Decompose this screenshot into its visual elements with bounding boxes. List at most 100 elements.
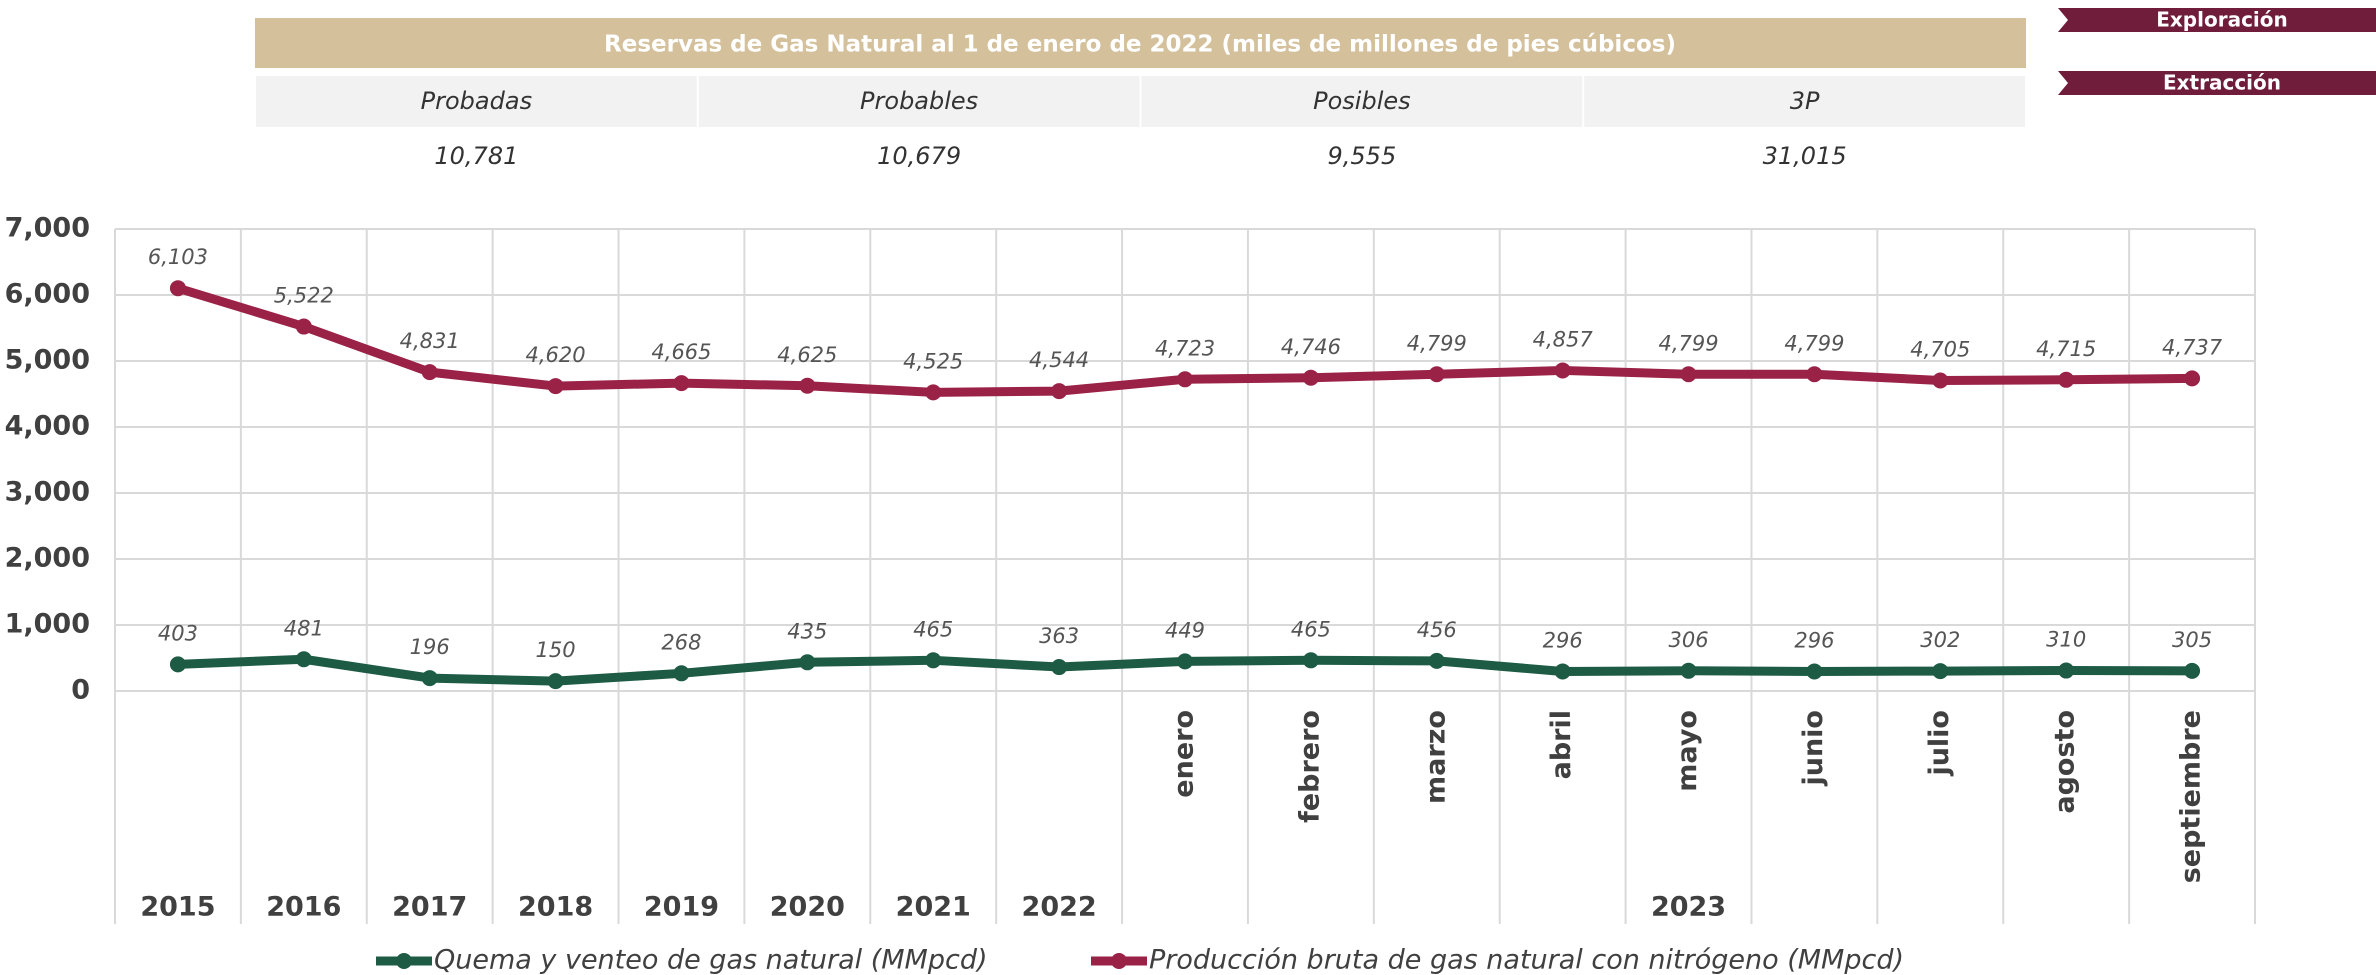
table-value: 10,781 xyxy=(434,142,518,170)
data-point xyxy=(296,651,312,667)
x-tick-label: febrero xyxy=(1294,710,1325,823)
data-label: 4,665 xyxy=(651,340,711,364)
page: {"table": {"title": "Reservas de Gas Nat… xyxy=(0,0,2376,975)
data-point xyxy=(2058,663,2074,679)
y-tick-label: 2,000 xyxy=(5,543,90,574)
data-label: 4,723 xyxy=(1155,336,1215,360)
data-point xyxy=(1429,653,1445,669)
y-tick-label: 0 xyxy=(71,675,90,706)
data-label: 4,799 xyxy=(1407,331,1467,355)
x-tick-label: 2017 xyxy=(392,892,467,923)
data-point xyxy=(925,384,941,400)
data-point xyxy=(1177,371,1193,387)
data-point xyxy=(673,665,689,681)
table-value: 31,015 xyxy=(1763,142,1847,170)
y-tick-label: 3,000 xyxy=(5,477,90,508)
data-label: 5,522 xyxy=(274,284,334,308)
y-tick-label: 6,000 xyxy=(5,279,90,310)
legend-marker xyxy=(1111,953,1127,969)
data-label: 196 xyxy=(410,635,450,659)
data-point xyxy=(1681,366,1697,382)
data-point xyxy=(673,375,689,391)
data-label: 4,799 xyxy=(1784,331,1844,355)
y-tick-label: 5,000 xyxy=(5,345,90,376)
header-label: Probables xyxy=(860,87,978,115)
data-label: 4,544 xyxy=(1029,348,1089,372)
data-label: 4,715 xyxy=(2036,337,2096,361)
legend-label: Quema y venteo de gas natural (MMpcd) xyxy=(434,945,988,975)
data-label: 4,799 xyxy=(1658,331,1718,355)
x-tick-label: marzo xyxy=(1420,710,1451,804)
data-label: 305 xyxy=(2172,628,2212,652)
data-point xyxy=(422,364,438,380)
y-tick-label: 4,000 xyxy=(5,411,90,442)
data-point xyxy=(1429,366,1445,382)
data-label: 4,857 xyxy=(1533,327,1594,351)
data-point xyxy=(1932,663,1948,679)
data-point xyxy=(799,378,815,394)
data-label: 310 xyxy=(2046,628,2086,652)
x-tick-label: junio xyxy=(1798,710,1829,787)
data-label: 4,705 xyxy=(1910,337,1970,361)
data-point xyxy=(1555,362,1571,378)
data-point xyxy=(1177,653,1193,669)
x-tick-label: mayo xyxy=(1672,710,1703,792)
x-tick-label: 2016 xyxy=(266,892,341,923)
nav-button-label[interactable]: Exploración xyxy=(2156,8,2288,32)
data-point xyxy=(1932,372,1948,388)
x-tick-label: agosto xyxy=(2050,710,2081,814)
table-title: Reservas de Gas Natural al 1 de enero de… xyxy=(604,32,1676,58)
data-point xyxy=(1303,652,1319,668)
y-tick-label: 1,000 xyxy=(5,609,90,640)
x-tick-label: 2022 xyxy=(1022,892,1097,923)
data-point xyxy=(170,280,186,296)
data-point xyxy=(2184,663,2200,679)
data-label: 306 xyxy=(1668,628,1708,652)
data-point xyxy=(1806,663,1822,679)
data-label: 4,625 xyxy=(777,343,837,367)
data-label: 449 xyxy=(1165,618,1205,642)
data-point xyxy=(1051,383,1067,399)
x-tick-label: 2019 xyxy=(644,892,719,923)
data-label: 6,103 xyxy=(148,245,208,269)
data-point xyxy=(925,652,941,668)
table-value: 10,679 xyxy=(877,142,961,170)
data-point xyxy=(548,378,564,394)
x-tick-label: julio xyxy=(1924,710,1955,777)
data-point xyxy=(1303,370,1319,386)
data-label: 4,831 xyxy=(400,329,460,353)
data-label: 481 xyxy=(284,616,324,640)
data-label: 4,620 xyxy=(526,343,586,367)
data-label: 296 xyxy=(1794,628,1834,652)
category-group-label: 2023 xyxy=(1651,892,1726,923)
data-point xyxy=(1681,663,1697,679)
data-label: 4,737 xyxy=(2162,335,2223,359)
data-label: 435 xyxy=(787,619,827,643)
table-value: 9,555 xyxy=(1328,142,1397,170)
x-tick-label: septiembre xyxy=(2176,710,2207,883)
header-label: 3P xyxy=(1790,87,1820,115)
chart: Reservas de Gas Natural al 1 de enero de… xyxy=(0,0,2376,975)
data-point xyxy=(548,673,564,689)
data-label: 363 xyxy=(1039,624,1079,648)
data-point xyxy=(2184,370,2200,386)
data-point xyxy=(1806,366,1822,382)
data-label: 4,525 xyxy=(903,349,963,373)
legend-marker xyxy=(396,953,412,969)
data-label: 268 xyxy=(661,630,701,654)
x-tick-label: enero xyxy=(1169,710,1200,798)
nav-button-label[interactable]: Extracción xyxy=(2163,71,2281,95)
data-label: 403 xyxy=(158,621,198,645)
data-label: 150 xyxy=(536,638,576,662)
x-tick-label: 2020 xyxy=(770,892,845,923)
x-tick-label: 2018 xyxy=(518,892,593,923)
data-point xyxy=(296,319,312,335)
x-tick-label: 2015 xyxy=(140,892,215,923)
x-tick-label: abril xyxy=(1546,710,1577,779)
data-label: 296 xyxy=(1543,628,1583,652)
data-point xyxy=(422,670,438,686)
data-point xyxy=(1051,659,1067,675)
data-label: 456 xyxy=(1417,618,1457,642)
y-tick-label: 7,000 xyxy=(5,213,90,244)
x-tick-label: 2021 xyxy=(896,892,971,923)
